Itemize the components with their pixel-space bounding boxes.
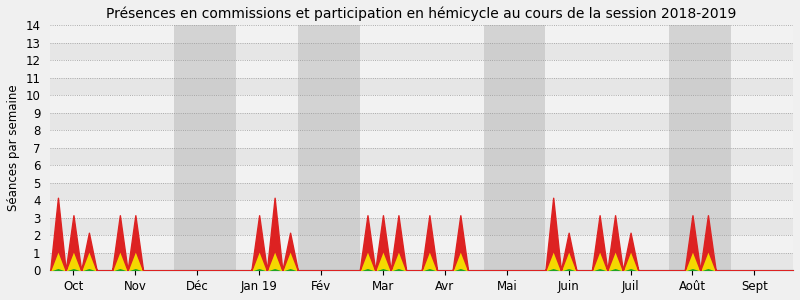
- Bar: [50, 218, 793, 235]
- Bar: [50, 26, 793, 43]
- Bar: [50, 113, 793, 130]
- Bar: [50, 43, 793, 60]
- Bar: [50, 200, 793, 218]
- Y-axis label: Séances par semaine: Séances par semaine: [7, 85, 20, 211]
- Bar: [50, 253, 793, 270]
- Bar: [483, 26, 546, 270]
- Bar: [174, 26, 236, 270]
- Bar: [50, 183, 793, 200]
- Bar: [50, 235, 793, 253]
- Bar: [50, 148, 793, 165]
- Bar: [298, 26, 360, 270]
- Bar: [50, 130, 793, 148]
- Bar: [50, 95, 793, 113]
- Bar: [670, 26, 731, 270]
- Bar: [50, 60, 793, 78]
- Bar: [50, 165, 793, 183]
- Title: Présences en commissions et participation en hémicycle au cours de la session 20: Présences en commissions et participatio…: [106, 7, 737, 21]
- Bar: [50, 78, 793, 95]
